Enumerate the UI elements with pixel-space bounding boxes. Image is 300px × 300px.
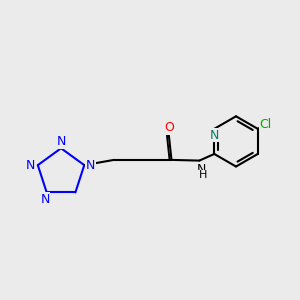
Text: Cl: Cl [259, 118, 272, 131]
Text: N: N [40, 193, 50, 206]
Text: N: N [86, 159, 95, 172]
Text: N: N [196, 163, 206, 176]
Text: N: N [56, 136, 66, 148]
Text: O: O [164, 121, 174, 134]
Text: H: H [199, 170, 207, 180]
Text: N: N [26, 159, 35, 172]
Text: N: N [210, 129, 219, 142]
